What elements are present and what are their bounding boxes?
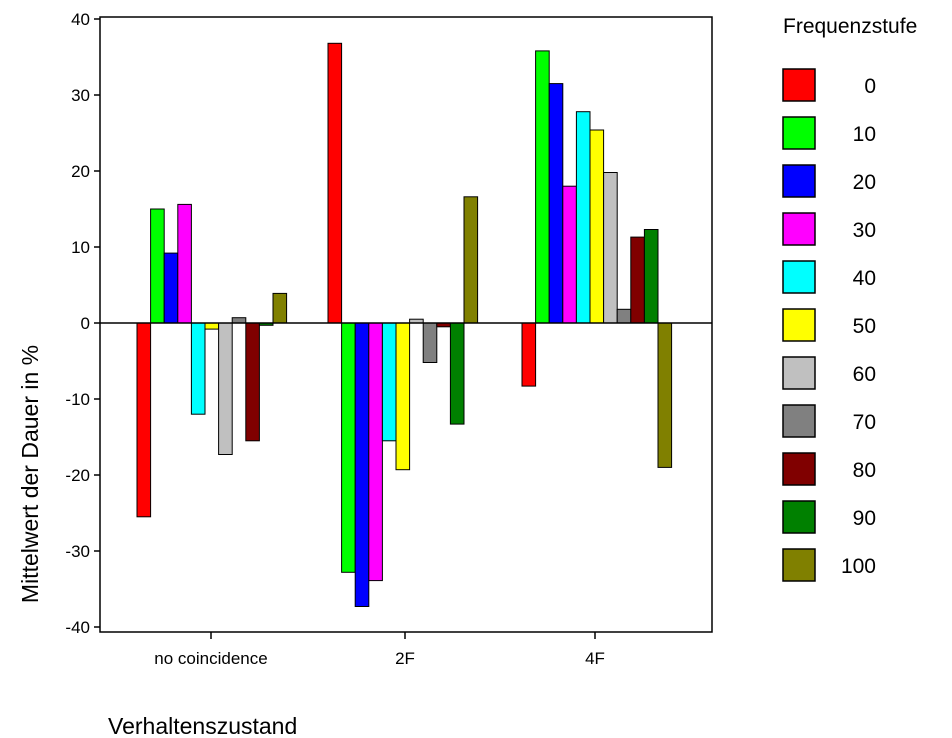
legend-label-60: 60 <box>853 363 876 386</box>
legend-label-100: 100 <box>841 555 876 578</box>
bar-30-no-coincidence <box>177 203 192 324</box>
legend-swatch-30 <box>782 212 816 246</box>
legend-label-90: 90 <box>853 507 876 530</box>
legend-swatch-70 <box>782 404 816 438</box>
legend-label-70: 70 <box>853 411 876 434</box>
legend-label-30: 30 <box>853 219 876 242</box>
bar-80-4F <box>630 236 645 324</box>
y-tick-label: 0 <box>81 314 90 333</box>
legend-label-50: 50 <box>853 315 876 338</box>
bar-90-2F <box>449 322 465 425</box>
x-axis-label: Verhaltenszustand <box>108 713 297 738</box>
y-axis-label: Mittelwert der Dauer in % <box>17 345 43 603</box>
legend: Frequenzstufe 0 10 20 30 40 50 60 70 80 90 100 <box>782 15 917 582</box>
bar-40-no-coincidence <box>190 322 206 415</box>
legend-swatch-80 <box>782 452 816 486</box>
bar-60-4F <box>603 172 618 324</box>
legend-label-0: 0 <box>864 75 876 98</box>
legend-label-80: 80 <box>853 459 876 482</box>
x-tick-label: 2F <box>395 649 415 668</box>
bar-60-no-coincidence <box>218 322 233 455</box>
legend-swatch-10 <box>782 116 816 150</box>
bar-0-2F <box>327 42 343 324</box>
legend-label-40: 40 <box>853 267 876 290</box>
bar-30-4F <box>562 185 577 324</box>
legend-title: Frequenzstufe <box>783 15 917 38</box>
x-tick-label: 4F <box>585 649 605 668</box>
axes-group: -40 -30 -20 -10 0 10 20 30 40 no coincidence 2F 4F <box>65 10 713 668</box>
y-tick-label: 20 <box>71 162 90 181</box>
bar-70-no-coincidence <box>231 317 247 324</box>
legend-swatch-100 <box>782 548 816 582</box>
legend-label-20: 20 <box>853 171 876 194</box>
legend-swatch-40 <box>782 260 816 294</box>
x-tick-label: no coincidence <box>154 649 267 668</box>
bar-30-2F <box>368 322 383 582</box>
bar-0-no-coincidence <box>136 322 152 518</box>
bar-20-2F <box>354 322 370 607</box>
bar-100-2F <box>463 196 479 324</box>
y-tick-label: -10 <box>65 390 90 409</box>
plot-frame <box>99 16 713 633</box>
bar-20-4F <box>548 83 564 324</box>
legend-swatch-90 <box>782 500 816 534</box>
legend-label-10: 10 <box>853 123 876 146</box>
y-tick-label: 10 <box>71 238 90 257</box>
bar-100-4F <box>657 322 673 468</box>
y-tick-label: 30 <box>71 86 90 105</box>
bar-10-no-coincidence <box>150 208 165 324</box>
legend-swatch-20 <box>782 164 816 198</box>
bars-group <box>136 42 673 607</box>
bar-70-2F <box>422 322 438 363</box>
bar-20-no-coincidence <box>163 252 179 324</box>
y-tick-label: -20 <box>65 466 90 485</box>
bar-100-no-coincidence <box>272 292 288 324</box>
bar-10-2F <box>341 322 356 573</box>
y-tick-label: -40 <box>65 618 90 637</box>
y-tick-label: 40 <box>71 10 90 29</box>
legend-swatch-0 <box>782 68 816 102</box>
bar-0-4F <box>521 322 537 387</box>
bar-50-no-coincidence <box>204 322 220 330</box>
bar-50-2F <box>395 322 411 471</box>
legend-swatch-60 <box>782 356 816 390</box>
bar-40-4F <box>575 111 591 324</box>
bar-50-4F <box>589 129 605 324</box>
legend-swatch-50 <box>782 308 816 342</box>
y-tick-label: -30 <box>65 542 90 561</box>
bar-70-4F <box>616 308 632 324</box>
bar-80-no-coincidence <box>245 322 260 442</box>
bar-90-4F <box>643 229 659 324</box>
bar-40-2F <box>381 322 397 442</box>
bar-10-4F <box>535 50 550 324</box>
